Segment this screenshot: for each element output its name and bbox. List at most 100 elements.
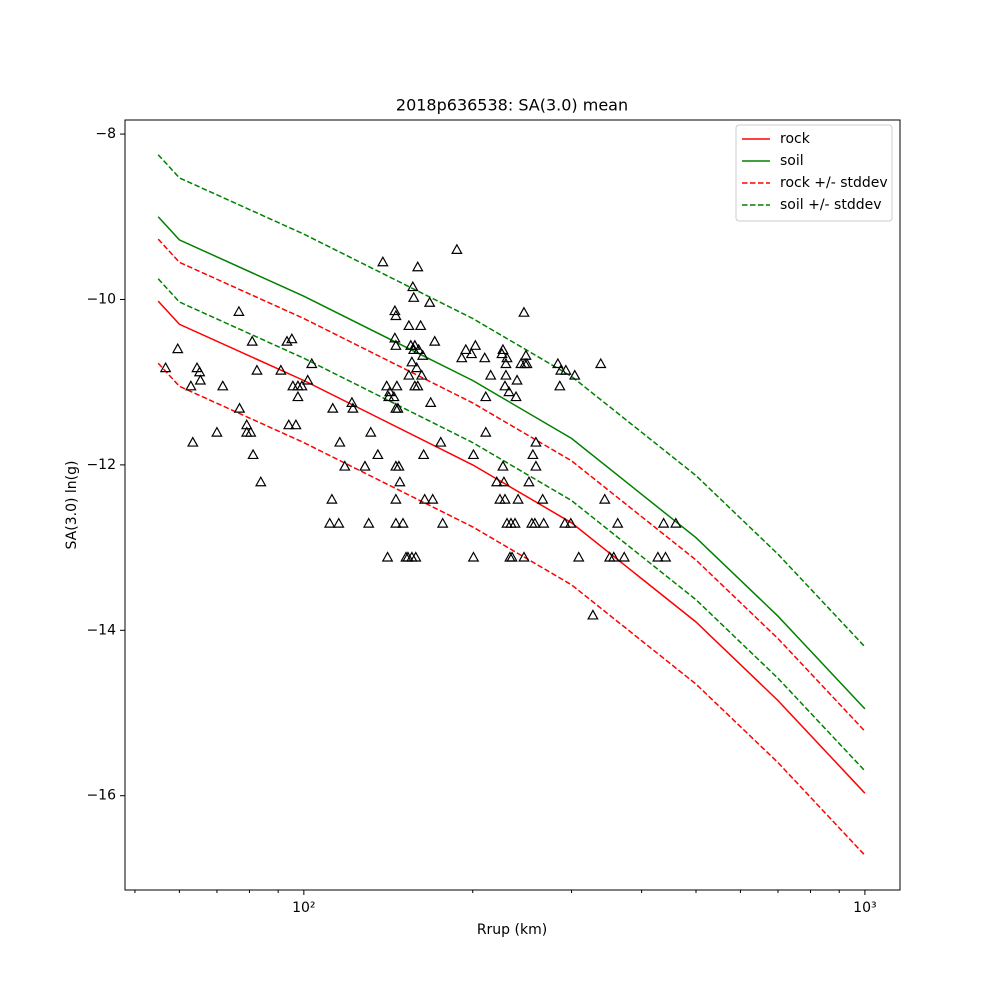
data-point — [296, 380, 308, 391]
data-point — [480, 426, 492, 437]
data-point — [339, 460, 351, 471]
data-point — [411, 260, 424, 272]
data-point — [185, 380, 197, 391]
series-line — [157, 216, 866, 710]
data-point — [246, 335, 258, 346]
data-point — [244, 426, 257, 437]
data-point — [499, 380, 511, 391]
data-point — [359, 460, 371, 471]
data-point — [503, 385, 515, 397]
data-point — [403, 369, 415, 380]
y-axis-label: SA(3.0) ln(g) — [64, 461, 80, 550]
data-point — [518, 306, 530, 317]
data-point — [618, 551, 630, 562]
data-point — [389, 304, 401, 316]
data-point — [171, 342, 184, 354]
series-line — [157, 154, 866, 648]
data-point — [194, 374, 207, 385]
data-point — [406, 356, 418, 367]
data-point — [467, 551, 480, 562]
data-point — [469, 339, 482, 350]
data-point — [415, 369, 428, 380]
data-point — [409, 551, 422, 562]
data-point — [403, 319, 415, 331]
data-point — [497, 460, 509, 471]
data-point — [305, 357, 318, 369]
data-point — [498, 476, 510, 487]
data-point — [409, 339, 421, 350]
data-point — [233, 402, 246, 413]
data-point — [159, 361, 172, 373]
data-point — [424, 396, 437, 407]
data-point — [554, 380, 566, 391]
data-point — [478, 351, 491, 363]
data-point — [506, 551, 518, 562]
data-point — [428, 335, 441, 346]
data-point — [465, 347, 478, 359]
data-point — [292, 390, 304, 402]
data-point — [390, 309, 402, 321]
data-point — [187, 436, 199, 447]
data-point — [392, 402, 404, 413]
data-point — [217, 380, 229, 391]
data-point — [391, 380, 403, 391]
series-line — [157, 238, 866, 732]
data-point — [393, 460, 405, 471]
data-point — [334, 436, 346, 447]
legend-label: soil — [780, 153, 804, 169]
data-point — [412, 343, 425, 355]
y-tick-label: −12 — [86, 457, 116, 473]
data-point — [467, 448, 480, 460]
data-point — [518, 551, 530, 562]
series-line — [157, 300, 866, 794]
data-point — [364, 426, 377, 437]
data-point — [323, 517, 336, 528]
data-point — [499, 493, 511, 504]
data-point — [436, 517, 449, 528]
data-point — [659, 551, 672, 562]
data-point — [380, 380, 393, 391]
data-point — [572, 551, 585, 562]
data-point — [607, 551, 620, 562]
data-point — [362, 517, 375, 528]
data-point — [332, 517, 345, 528]
data-point — [233, 305, 245, 316]
data-point — [411, 380, 424, 391]
data-point — [301, 374, 314, 385]
data-point — [390, 339, 402, 350]
x-axis-label: Rrup (km) — [477, 922, 547, 938]
data-point — [384, 385, 396, 397]
data-point — [275, 364, 287, 375]
data-point — [521, 357, 533, 369]
data-point — [414, 319, 427, 331]
series-line — [157, 278, 866, 772]
data-point — [652, 551, 664, 562]
data-point — [500, 369, 512, 380]
data-point — [523, 476, 535, 487]
data-point — [480, 390, 492, 402]
data-point — [670, 517, 682, 528]
data-point — [410, 361, 423, 373]
data-point — [407, 291, 420, 302]
legend-label: rock +/- stddev — [780, 175, 888, 191]
data-point — [500, 357, 512, 369]
data-point — [559, 517, 571, 528]
chart-title: 2018p636538: SA(3.0) mean — [396, 96, 628, 115]
data-point — [418, 493, 431, 504]
data-point — [530, 460, 542, 471]
data-point — [497, 343, 509, 355]
data-point — [460, 343, 472, 355]
data-point — [509, 517, 521, 528]
series-line — [157, 362, 866, 856]
data-point — [510, 390, 522, 402]
data-point — [407, 280, 419, 292]
y-tick-label: −8 — [95, 126, 116, 142]
data-point — [587, 609, 599, 620]
data-point — [529, 517, 541, 528]
x-tick-label: 10² — [292, 900, 315, 916]
data-point — [251, 364, 263, 375]
data-point — [211, 426, 223, 437]
data-point — [511, 374, 523, 385]
data-point — [377, 256, 389, 267]
